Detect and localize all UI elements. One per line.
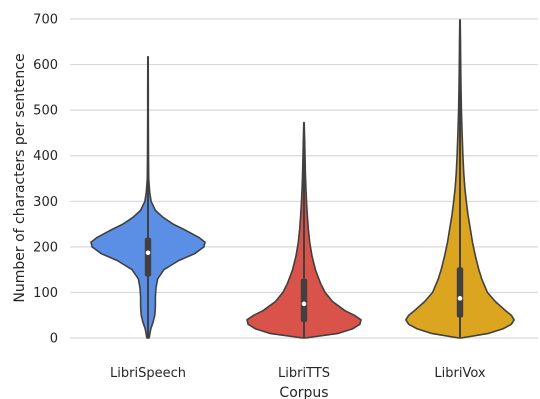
iqr-box-librispeech [144,237,152,277]
y-tick-label-0: 0 [50,332,58,347]
y-tick-label-700: 700 [33,13,58,28]
y-tick-label-300: 300 [33,195,58,210]
y-tick-label-100: 100 [33,286,58,301]
y-tick-labels: 0 100 200 300 400 500 600 700 [33,13,58,347]
median-dot-libritts [301,301,307,307]
y-tick-label-200: 200 [33,240,58,255]
x-tick-label-libritts: LibriTTS [278,366,330,381]
y-tick-label-500: 500 [33,104,58,119]
median-dot-librivox [457,296,463,301]
x-axis-label: Corpus [279,385,328,399]
x-tick-label-librispeech: LibriSpeech [110,366,186,381]
iqr-box-librivox [456,267,464,318]
x-tick-label-librivox: LibriVox [434,366,486,381]
iqr-box-libritts [300,278,308,323]
x-tick-labels: LibriSpeech LibriTTS LibriVox [110,366,486,381]
violins [90,19,515,339]
y-tick-label-400: 400 [33,149,58,164]
y-axis-label: Number of characters per sentence [12,53,28,302]
median-dot-librispeech [145,250,151,256]
y-tick-label-600: 600 [33,58,58,73]
